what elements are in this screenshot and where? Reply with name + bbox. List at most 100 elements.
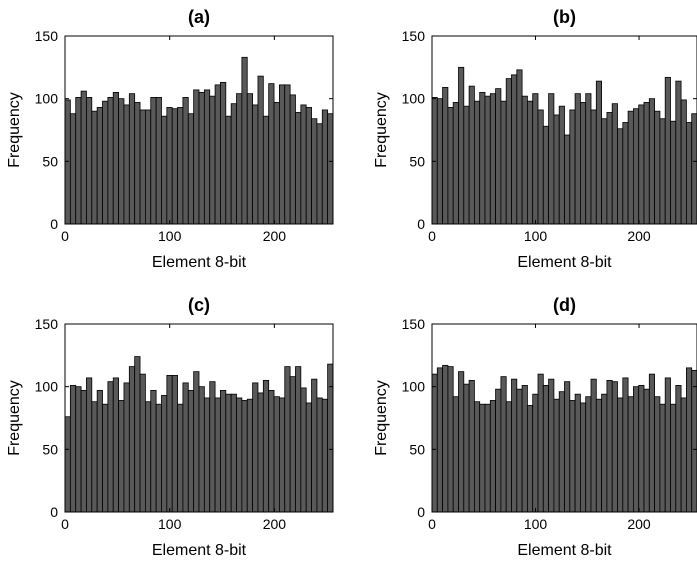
panel-title: (d) [553, 295, 576, 315]
histogram-bar [638, 385, 645, 513]
histogram-bar [118, 98, 125, 225]
y-tick-label: 150 [402, 28, 426, 44]
histogram-bar [495, 388, 502, 513]
x-tick-label: 0 [428, 228, 436, 244]
histogram-bar [511, 74, 518, 225]
y-tick-label: 0 [417, 504, 425, 520]
histogram-bar [128, 366, 136, 513]
y-tick-label: 50 [409, 441, 425, 457]
y-tick-label: 100 [35, 91, 59, 107]
x-tick-label: 100 [524, 516, 548, 532]
histogram-bar [442, 86, 449, 225]
histogram-bar [463, 105, 470, 225]
histogram-bar [489, 400, 496, 513]
histogram-bar [193, 89, 200, 225]
x-tick-label: 200 [627, 228, 651, 244]
histogram-bar [203, 397, 211, 513]
histogram-bar [187, 113, 195, 225]
histogram-bar [139, 373, 146, 513]
histogram-bar [182, 97, 189, 225]
x-axis-label: Element 8-bit [517, 254, 612, 271]
histogram-bar [542, 125, 549, 225]
histogram-bar [305, 402, 312, 513]
histogram-bar [80, 90, 87, 225]
histogram-bar [601, 393, 608, 513]
histogram-bar [537, 109, 544, 225]
histogram-bar [595, 80, 602, 225]
histogram-bar [643, 102, 650, 225]
histogram-bar [230, 103, 237, 225]
histogram-bar [484, 95, 491, 225]
histogram-bar [289, 94, 296, 225]
histogram-bar [680, 99, 687, 225]
histogram-bar [633, 108, 640, 225]
histogram-bar [300, 387, 307, 513]
histogram-bar [473, 401, 481, 513]
histogram-bar [500, 100, 507, 225]
histogram-bar [585, 93, 592, 225]
histogram-bar [553, 398, 560, 513]
histogram-bar [590, 109, 597, 225]
y-tick-label: 50 [409, 153, 425, 169]
histogram-bar [161, 115, 168, 225]
histogram-bar [670, 120, 677, 225]
x-tick-label: 0 [61, 516, 69, 532]
histogram-bar [118, 400, 125, 513]
y-tick-label: 100 [402, 91, 426, 107]
axes-box [431, 35, 697, 225]
histogram-bar [144, 109, 152, 225]
histogram-bar [134, 356, 141, 513]
histogram-bar [431, 373, 438, 513]
histogram-bar [659, 118, 666, 225]
histogram-bar [532, 393, 539, 513]
histogram-bar [86, 377, 93, 513]
histogram-bar [241, 56, 248, 225]
histogram-bar [209, 381, 216, 513]
histogram-bar [91, 401, 98, 513]
histogram-bar [311, 378, 318, 513]
histogram-bar [558, 391, 565, 513]
histogram-bar [225, 393, 232, 513]
histogram-bar [558, 105, 565, 225]
histogram-bar [458, 371, 465, 513]
x-axis-label: Element 8-bit [517, 542, 612, 559]
histogram-bar [257, 75, 264, 225]
histogram-bar [284, 366, 291, 513]
histogram-bar [521, 385, 528, 513]
x-tick-label: 200 [627, 516, 651, 532]
histogram-bar [273, 396, 280, 513]
histogram-bar [327, 113, 334, 225]
histogram-bar [214, 84, 221, 225]
histogram-bar [198, 386, 205, 513]
histogram-bar [606, 112, 613, 225]
histogram-bar [436, 367, 443, 513]
histogram-bar [516, 69, 523, 225]
y-tick-label: 0 [417, 216, 425, 232]
histogram-bar [505, 78, 512, 225]
histogram-bar [680, 397, 687, 513]
y-tick-label: 100 [402, 379, 426, 395]
histogram-bar [278, 84, 286, 225]
histogram-bar [182, 382, 189, 513]
y-tick-label: 100 [35, 379, 59, 395]
histogram-bar [627, 396, 634, 513]
histogram-bar [664, 377, 671, 513]
histogram-bar [203, 89, 211, 225]
y-tick-label: 50 [42, 441, 58, 457]
histogram-bar [648, 98, 655, 225]
histogram-bar [580, 402, 587, 513]
histogram-bar [316, 397, 323, 513]
histogram-bar [64, 99, 71, 225]
histogram-bar [187, 390, 195, 513]
histogram-bar [102, 403, 109, 513]
y-tick-label: 0 [50, 216, 58, 232]
histogram-bar [527, 405, 534, 513]
histogram-bar [112, 92, 119, 225]
histogram-bar [452, 102, 459, 225]
histogram-bar [321, 109, 329, 225]
histogram-bar [96, 107, 103, 225]
y-axis-label: Frequency [6, 380, 23, 456]
histogram-bar [123, 382, 130, 513]
histogram-bar [447, 107, 454, 225]
